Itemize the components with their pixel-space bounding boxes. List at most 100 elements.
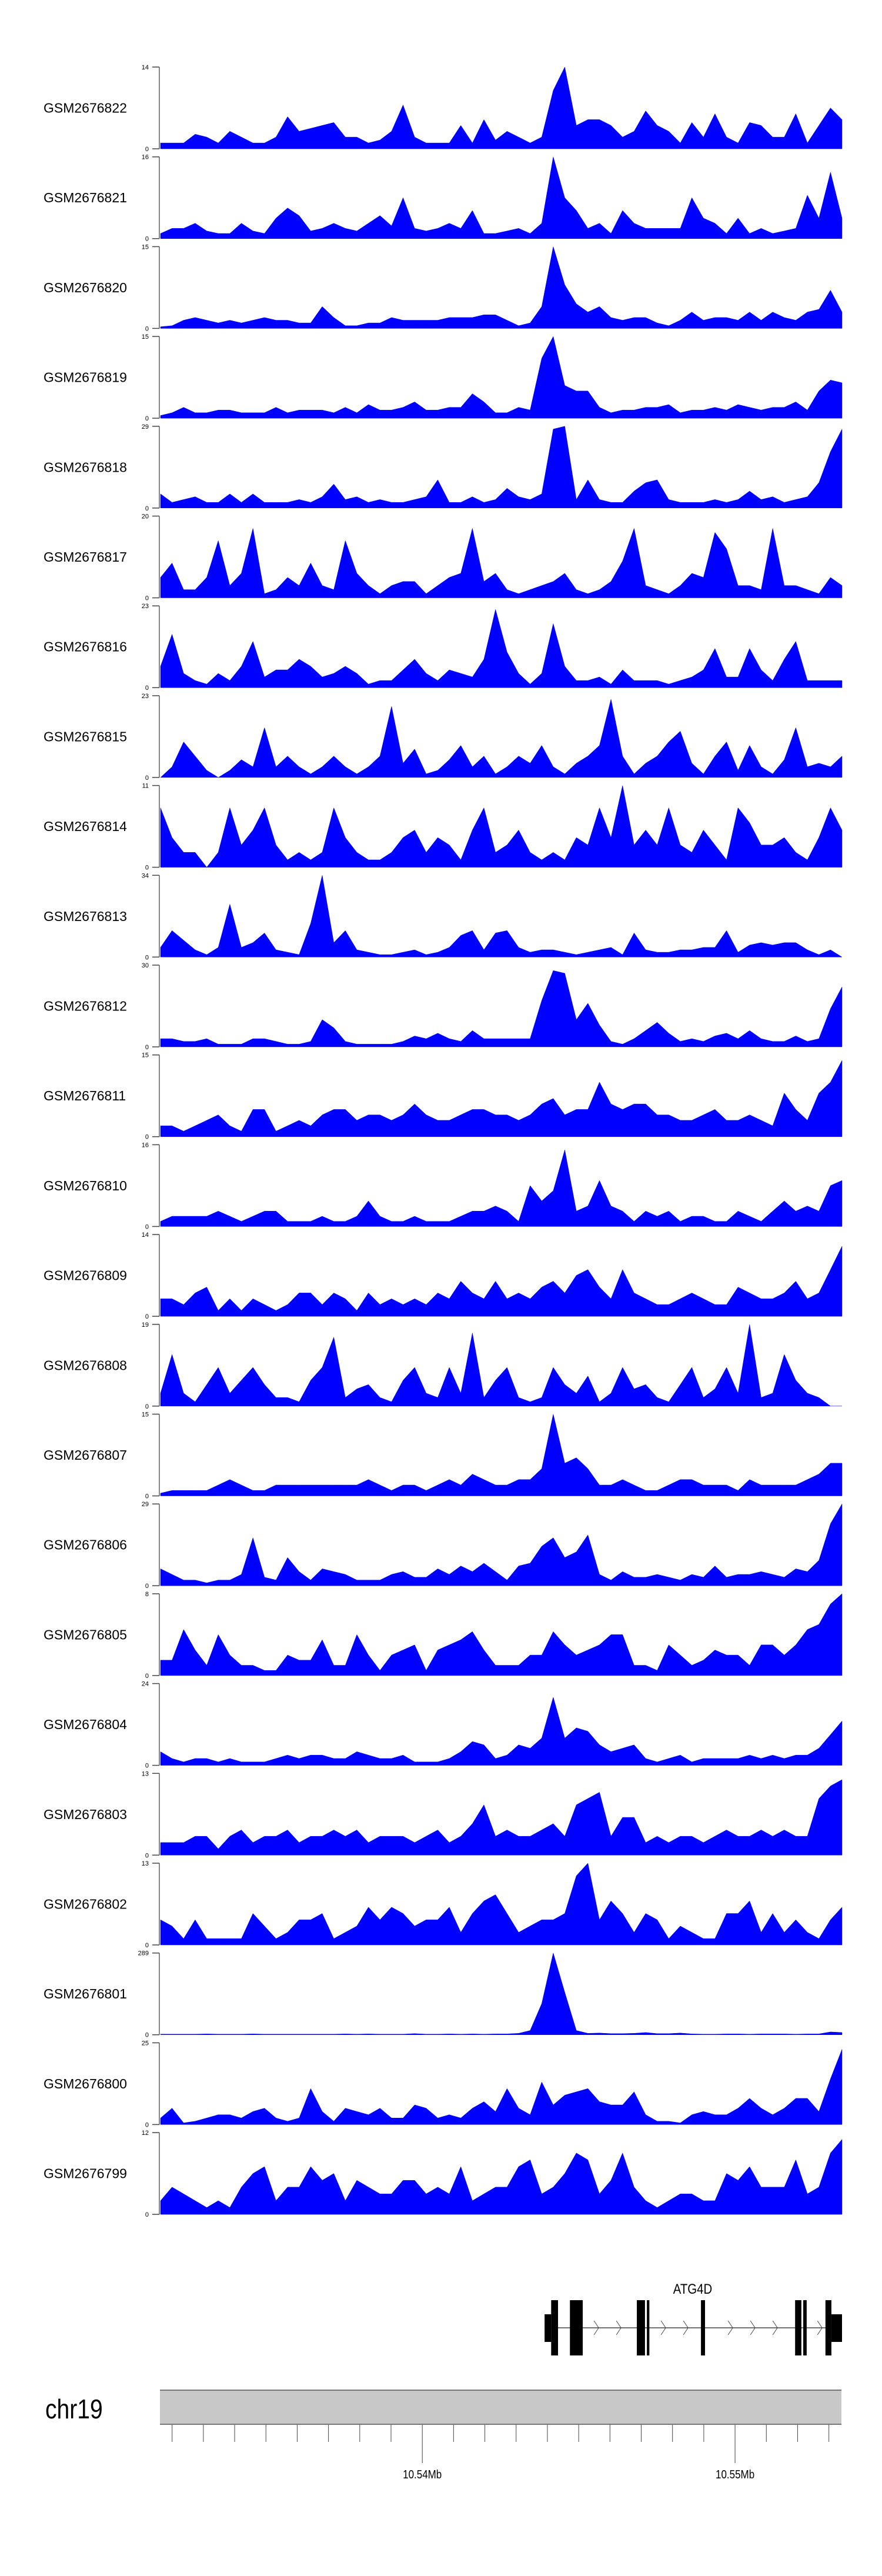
coverage-area-GSM2676813 bbox=[160, 875, 843, 957]
y-axis-min-label: 0 bbox=[145, 2121, 149, 2128]
track-GSM2676822: GSM2676822 14 0 bbox=[44, 64, 843, 153]
gene-track: ATG4D bbox=[544, 2281, 842, 2355]
y-axis-max-label: 23 bbox=[142, 693, 149, 700]
coverage-area-GSM2676809 bbox=[160, 1246, 843, 1317]
gene-exon bbox=[647, 2300, 650, 2355]
coverage-tracks: GSM2676822140GSM2676821160GSM2676820150G… bbox=[44, 64, 843, 2218]
y-axis-max-label: 14 bbox=[142, 64, 149, 71]
track-label: GSM2676806 bbox=[44, 1537, 127, 1553]
track-label: GSM2676812 bbox=[44, 999, 127, 1014]
y-axis-min-label: 0 bbox=[145, 1403, 149, 1410]
track-GSM2676806: GSM2676806 29 0 bbox=[44, 1501, 843, 1590]
strand-arrow-icon bbox=[817, 2320, 823, 2335]
y-axis-max-label: 23 bbox=[142, 603, 149, 610]
track-GSM2676810: GSM2676810 16 0 bbox=[44, 1142, 843, 1230]
y-axis-max-label: 14 bbox=[142, 1232, 149, 1239]
track-label: GSM2676821 bbox=[44, 190, 127, 205]
y-axis-max-label: 13 bbox=[142, 1860, 149, 1867]
track-label: GSM2676814 bbox=[44, 819, 127, 834]
chromosome-axis: chr19 10.54Mb 10.55Mb bbox=[45, 2390, 841, 2481]
track-label: GSM2676815 bbox=[44, 729, 127, 744]
track-label: GSM2676822 bbox=[44, 101, 127, 116]
axis-tick-label: 10.54Mb bbox=[403, 2468, 442, 2481]
track-label: GSM2676802 bbox=[44, 1897, 127, 1912]
coverage-area-GSM2676811 bbox=[160, 1060, 843, 1137]
track-GSM2676802: GSM2676802 13 0 bbox=[44, 1860, 843, 1949]
y-axis-min-label: 0 bbox=[145, 505, 149, 512]
track-label: GSM2676809 bbox=[44, 1268, 127, 1283]
gene-exon bbox=[803, 2300, 807, 2355]
gene-exon bbox=[701, 2300, 706, 2355]
strand-arrow-icon bbox=[593, 2320, 599, 2335]
coverage-area-GSM2676799 bbox=[160, 2139, 843, 2215]
y-axis-min-label: 0 bbox=[145, 236, 149, 243]
coverage-area-GSM2676818 bbox=[160, 426, 843, 509]
gene-exon bbox=[795, 2300, 801, 2355]
track-GSM2676818: GSM2676818 29 0 bbox=[44, 423, 843, 512]
y-axis-min-label: 0 bbox=[145, 1223, 149, 1230]
track-GSM2676820: GSM2676820 15 0 bbox=[44, 243, 843, 332]
track-label: GSM2676820 bbox=[44, 280, 127, 295]
track-GSM2676807: GSM2676807 15 0 bbox=[44, 1412, 843, 1500]
coverage-area-GSM2676812 bbox=[160, 970, 843, 1047]
coverage-area-GSM2676806 bbox=[160, 1503, 843, 1586]
coverage-area-GSM2676805 bbox=[160, 1593, 843, 1676]
track-GSM2676812: GSM2676812 30 0 bbox=[44, 962, 843, 1051]
track-label: GSM2676803 bbox=[44, 1807, 127, 1822]
track-GSM2676816: GSM2676816 23 0 bbox=[44, 603, 843, 692]
gene-exon bbox=[825, 2300, 831, 2355]
track-GSM2676821: GSM2676821 16 0 bbox=[44, 154, 843, 243]
coverage-area-GSM2676802 bbox=[160, 1863, 843, 1946]
y-axis-min-label: 0 bbox=[145, 1763, 149, 1770]
y-axis-max-label: 15 bbox=[142, 1052, 149, 1059]
gene-exon bbox=[637, 2300, 645, 2355]
y-axis-max-label: 289 bbox=[138, 1950, 149, 1957]
track-label: GSM2676808 bbox=[44, 1357, 127, 1373]
track-label: GSM2676817 bbox=[44, 549, 127, 565]
track-GSM2676800: GSM2676800 25 0 bbox=[44, 2040, 843, 2128]
y-axis-max-label: 19 bbox=[142, 1322, 149, 1329]
y-axis-min-label: 0 bbox=[145, 865, 149, 872]
coverage-area-GSM2676821 bbox=[160, 156, 843, 239]
coverage-area-GSM2676807 bbox=[160, 1414, 843, 1496]
chromosome-bar bbox=[160, 2390, 841, 2424]
y-axis-max-label: 24 bbox=[142, 1681, 149, 1688]
track-GSM2676809: GSM2676809 14 0 bbox=[44, 1232, 843, 1320]
track-GSM2676801: GSM2676801 289 0 bbox=[44, 1950, 843, 2039]
strand-arrow-icon bbox=[616, 2320, 622, 2335]
y-axis-max-label: 30 bbox=[142, 962, 149, 969]
y-axis-min-label: 0 bbox=[145, 954, 149, 961]
track-GSM2676819: GSM2676819 15 0 bbox=[44, 333, 843, 422]
track-GSM2676799: GSM2676799 12 0 bbox=[44, 2130, 843, 2218]
y-axis-min-label: 0 bbox=[145, 415, 149, 422]
y-axis-min-label: 0 bbox=[145, 685, 149, 692]
y-axis-min-label: 0 bbox=[145, 1852, 149, 1859]
coverage-area-GSM2676803 bbox=[160, 1779, 843, 1856]
y-axis-max-label: 13 bbox=[142, 1770, 149, 1777]
y-axis-max-label: 8 bbox=[145, 1591, 149, 1598]
track-label: GSM2676811 bbox=[44, 1088, 126, 1103]
track-GSM2676817: GSM2676817 20 0 bbox=[44, 513, 843, 602]
track-GSM2676813: GSM2676813 34 0 bbox=[44, 872, 843, 961]
coverage-area-GSM2676814 bbox=[160, 785, 843, 868]
gene-utr bbox=[831, 2314, 842, 2342]
track-label: GSM2676816 bbox=[44, 639, 127, 655]
coverage-area-GSM2676800 bbox=[160, 2049, 843, 2125]
y-axis-max-label: 15 bbox=[142, 243, 149, 251]
track-label: GSM2676800 bbox=[44, 2076, 127, 2091]
y-axis-min-label: 0 bbox=[145, 1583, 149, 1590]
track-label: GSM2676799 bbox=[44, 2166, 127, 2181]
gene-exon bbox=[570, 2300, 583, 2355]
track-GSM2676808: GSM2676808 19 0 bbox=[44, 1322, 842, 1410]
gene-exon bbox=[551, 2300, 559, 2355]
track-label: GSM2676805 bbox=[44, 1627, 127, 1642]
y-axis-max-label: 16 bbox=[142, 154, 149, 161]
strand-arrow-icon bbox=[772, 2320, 778, 2335]
strand-arrow-icon bbox=[727, 2320, 733, 2335]
y-axis-max-label: 20 bbox=[142, 513, 149, 520]
y-axis-min-label: 0 bbox=[145, 325, 149, 332]
y-axis-min-label: 0 bbox=[145, 146, 149, 153]
coverage-area-GSM2676804 bbox=[160, 1696, 843, 1766]
track-label: GSM2676810 bbox=[44, 1178, 127, 1193]
